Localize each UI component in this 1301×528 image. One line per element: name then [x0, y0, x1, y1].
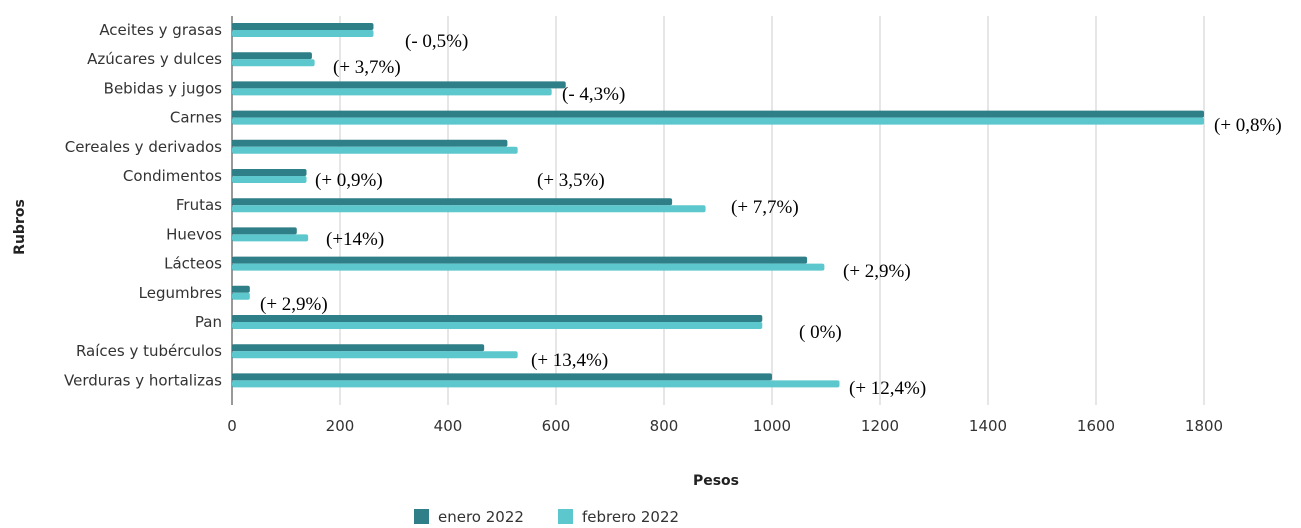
bar — [232, 205, 706, 213]
change-annotation: (+ 3,5%) — [537, 170, 605, 191]
category-label: Legumbres — [139, 284, 223, 302]
bar — [232, 198, 673, 206]
legend-label: febrero 2022 — [582, 508, 679, 526]
x-tick-label: 400 — [434, 417, 463, 435]
x-tick-label: 1200 — [861, 417, 899, 435]
change-annotation: (- 0,5%) — [405, 31, 468, 52]
bar — [232, 234, 309, 242]
bar — [232, 88, 552, 96]
x-tick-label: 1400 — [969, 417, 1007, 435]
x-tick-label: 1600 — [1077, 417, 1115, 435]
x-tick-label: 1000 — [753, 417, 791, 435]
category-label: Pan — [195, 313, 222, 331]
bar — [232, 285, 250, 293]
bar — [232, 52, 312, 60]
x-axis-title: Pesos — [693, 473, 739, 489]
change-annotation: (+ 7,7%) — [731, 197, 799, 218]
category-label: Huevos — [166, 225, 222, 243]
bar — [232, 292, 250, 300]
bar — [232, 81, 566, 89]
bar — [232, 322, 763, 329]
bar — [232, 380, 840, 388]
change-annotations: (- 0,5%)(+ 3,7%) (- 4,3%) (+ 0,8%) (+ 3,5%)… — [260, 31, 1282, 399]
change-annotation: (+ 0,8%) — [1214, 115, 1282, 136]
x-tick-label: 0 — [227, 417, 237, 435]
change-annotation: (+ 2,9%) — [260, 294, 328, 315]
category-label: Verduras y hortalizas — [64, 371, 222, 389]
bar — [232, 315, 763, 322]
legend-swatch — [558, 509, 573, 524]
bar — [232, 176, 307, 183]
change-annotation: (+ 2,9%) — [843, 261, 911, 282]
change-annotation: (+ 12,4%) — [849, 378, 926, 399]
legend-label: enero 2022 — [438, 508, 524, 526]
x-tick-label: 800 — [650, 417, 679, 435]
category-label: Condimentos — [123, 167, 222, 185]
legend-swatch — [414, 509, 429, 524]
bar — [232, 23, 374, 30]
change-annotation: (+14%) — [326, 229, 384, 250]
category-label: Azúcares y dulces — [87, 50, 222, 68]
category-label: Raíces y tubérculos — [76, 342, 222, 360]
bar — [232, 227, 297, 235]
change-annotation: (+ 3,7%) — [333, 57, 401, 78]
x-tick-label: 200 — [326, 417, 355, 435]
x-tick-label: 1800 — [1185, 417, 1223, 435]
bar — [232, 110, 1204, 118]
bars-group — [232, 23, 1204, 388]
change-annotation: (+ 13,4%) — [531, 350, 608, 371]
bar — [232, 256, 808, 264]
bar — [232, 263, 825, 271]
bar — [232, 117, 1204, 125]
bar — [232, 373, 772, 381]
y-axis-title: Rubros — [12, 199, 28, 255]
x-tick-label: 600 — [542, 417, 571, 435]
legend: enero 2022 febrero 2022 — [414, 508, 679, 526]
category-labels: Aceites y grasas Azúcares y dulces Bebidas… — [64, 21, 222, 389]
category-label: Aceites y grasas — [99, 21, 222, 39]
x-tick-labels: 0 200 400 600 800 1000 1200 1400 1600 1800 — [227, 417, 1223, 435]
bar — [232, 169, 307, 176]
change-annotation: (+ 0,9%) — [315, 170, 383, 191]
bar — [232, 30, 374, 37]
category-label: Frutas — [176, 196, 222, 214]
bar — [232, 344, 485, 352]
bar — [232, 59, 315, 67]
category-label: Bebidas y jugos — [104, 79, 223, 97]
category-label: Lácteos — [164, 255, 222, 273]
bar — [232, 146, 518, 154]
category-label: Carnes — [170, 109, 222, 127]
bar — [232, 139, 508, 147]
change-annotation: ( 0%) — [799, 322, 842, 343]
category-label: Cereales y derivados — [65, 138, 222, 156]
change-annotation: (- 4,3%) — [562, 84, 625, 105]
bar — [232, 351, 518, 359]
